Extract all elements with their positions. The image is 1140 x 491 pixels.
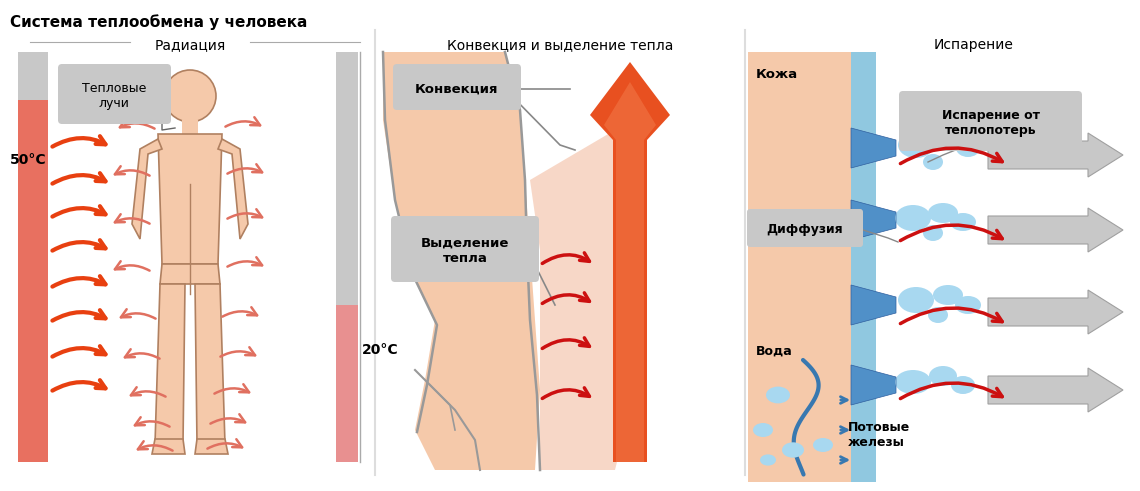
Ellipse shape	[760, 454, 776, 465]
Polygon shape	[850, 128, 896, 168]
FancyBboxPatch shape	[391, 216, 539, 282]
Ellipse shape	[951, 376, 975, 394]
FancyBboxPatch shape	[393, 64, 521, 110]
Text: Диффузия: Диффузия	[767, 222, 844, 236]
Ellipse shape	[813, 438, 833, 452]
FancyBboxPatch shape	[899, 91, 1082, 151]
Ellipse shape	[928, 307, 948, 323]
Polygon shape	[132, 139, 162, 239]
Text: Система теплообмена у человека: Система теплообмена у человека	[10, 14, 308, 30]
Text: 50°C: 50°C	[10, 153, 47, 167]
Ellipse shape	[933, 130, 960, 150]
Bar	[18, 52, 48, 462]
Bar	[336, 305, 358, 462]
Polygon shape	[383, 52, 540, 470]
Polygon shape	[850, 285, 896, 325]
Ellipse shape	[754, 423, 773, 437]
Text: Вода: Вода	[756, 345, 792, 358]
Ellipse shape	[782, 442, 804, 458]
Polygon shape	[218, 139, 249, 239]
FancyBboxPatch shape	[58, 64, 171, 124]
Polygon shape	[850, 365, 896, 405]
Polygon shape	[530, 130, 645, 470]
Ellipse shape	[933, 285, 963, 305]
Polygon shape	[988, 290, 1123, 334]
Text: Потовые
железы: Потовые железы	[848, 421, 910, 449]
Ellipse shape	[928, 203, 958, 223]
Polygon shape	[850, 200, 896, 240]
Text: Испарение: Испарение	[934, 38, 1013, 52]
Bar	[748, 52, 863, 482]
Polygon shape	[152, 439, 185, 454]
Text: Кожа: Кожа	[756, 68, 798, 81]
Ellipse shape	[955, 296, 982, 314]
Ellipse shape	[898, 287, 934, 313]
Ellipse shape	[923, 225, 943, 241]
Ellipse shape	[895, 205, 931, 231]
Polygon shape	[591, 62, 670, 462]
Text: Выделение
тепла: Выделение тепла	[421, 237, 510, 265]
Ellipse shape	[766, 386, 790, 404]
FancyBboxPatch shape	[747, 209, 863, 247]
Text: Конвекция и выделение тепла: Конвекция и выделение тепла	[447, 38, 674, 52]
Text: Тепловые
лучи: Тепловые лучи	[82, 82, 146, 110]
Ellipse shape	[929, 366, 956, 386]
Polygon shape	[158, 134, 222, 264]
Text: 20°C: 20°C	[363, 343, 399, 357]
Text: Радиация: Радиация	[154, 38, 226, 52]
Polygon shape	[988, 133, 1123, 177]
Bar	[336, 52, 358, 462]
Polygon shape	[195, 284, 225, 444]
Polygon shape	[160, 264, 220, 284]
Bar	[182, 120, 198, 135]
Ellipse shape	[956, 139, 980, 157]
Polygon shape	[988, 368, 1123, 412]
Polygon shape	[195, 439, 228, 454]
Polygon shape	[155, 284, 185, 444]
Ellipse shape	[923, 154, 943, 170]
Text: Испарение от
теплопотерь: Испарение от теплопотерь	[942, 109, 1040, 137]
Text: Конвекция: Конвекция	[415, 82, 499, 96]
Ellipse shape	[898, 132, 934, 158]
Polygon shape	[988, 208, 1123, 252]
Bar	[18, 100, 48, 462]
Ellipse shape	[895, 370, 931, 394]
Ellipse shape	[950, 213, 976, 231]
Bar	[850, 52, 876, 482]
Polygon shape	[604, 82, 656, 462]
Circle shape	[164, 70, 215, 122]
